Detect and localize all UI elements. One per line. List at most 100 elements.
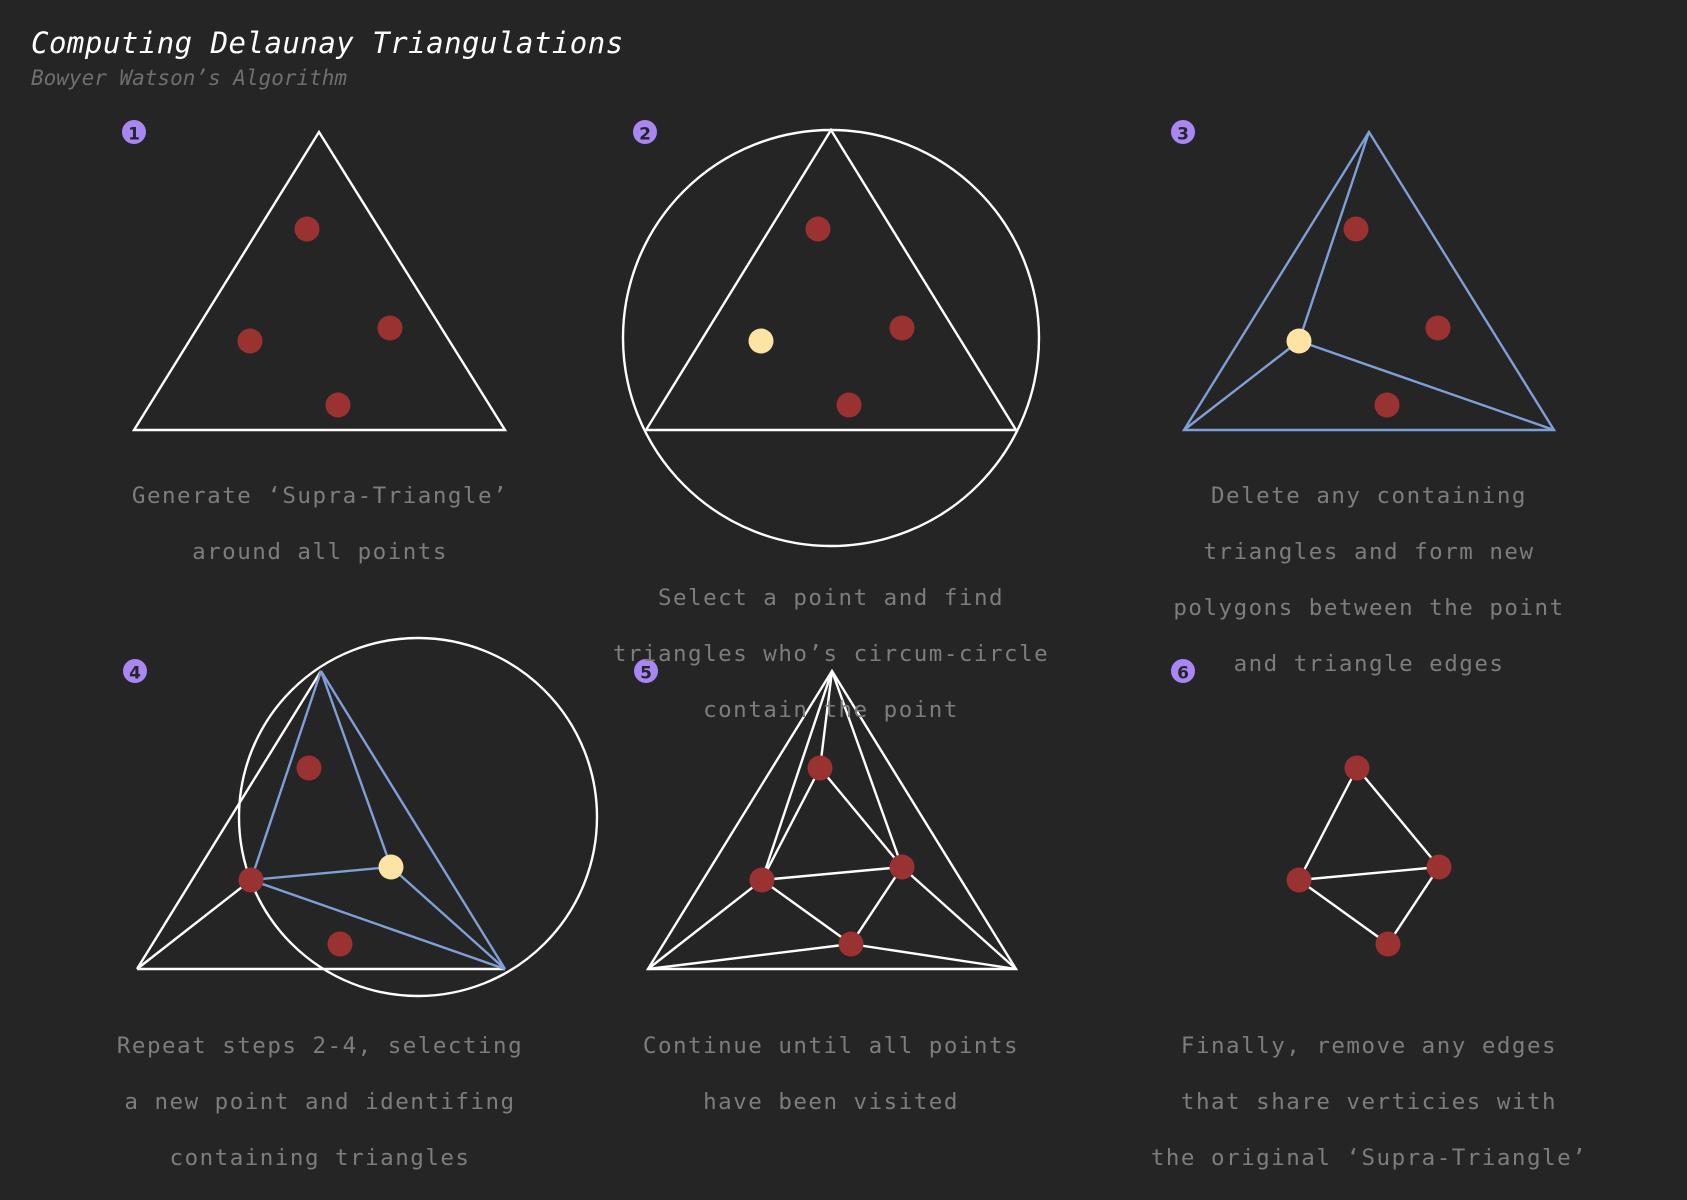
- polygon-edge: [319, 670, 507, 970]
- point: [238, 867, 264, 893]
- caption-line: contain the point: [703, 697, 959, 723]
- point: [237, 328, 263, 354]
- polygon-edge: [250, 878, 506, 971]
- caption-line: have been visited: [703, 1089, 959, 1115]
- polygon-outline: [1181, 129, 1557, 432]
- step-2-badge: [633, 120, 657, 144]
- triangle-edge: [901, 866, 1017, 970]
- selected-point: [378, 854, 404, 880]
- step-1-caption: Generate ‘Supra-Triangle’ around all poi…: [70, 454, 570, 594]
- triangle-edge: [819, 767, 903, 868]
- step-6-panel: 6: [1171, 659, 1452, 957]
- polygon-edge: [390, 866, 506, 970]
- triangle-edge: [850, 942, 1017, 971]
- polygon-edge: [1297, 131, 1371, 342]
- polygon-edge: [250, 865, 392, 882]
- final-edge: [1386, 866, 1441, 945]
- step-3-number: 3: [1177, 125, 1189, 145]
- step-6-number: 6: [1177, 664, 1189, 684]
- polygon-edge: [1183, 340, 1300, 431]
- step-1-badge: [122, 120, 146, 144]
- selected-point: [1286, 328, 1312, 354]
- caption-line: the original ‘Supra-Triangle’: [1150, 1145, 1588, 1171]
- polygon-edge: [1298, 339, 1555, 432]
- point: [889, 854, 915, 880]
- point: [1286, 867, 1312, 893]
- triangle-edge: [760, 670, 834, 881]
- step-5-panel: 5: [634, 659, 1019, 971]
- selected-point: [748, 328, 774, 354]
- triangle-edge: [136, 879, 252, 970]
- step-5-caption: Continue until all points have been visi…: [581, 1004, 1081, 1144]
- point: [294, 216, 320, 242]
- step-3-badge: [1171, 120, 1195, 144]
- supra-triangle: [131, 129, 508, 432]
- caption-line: Finally, remove any edges: [1180, 1033, 1558, 1059]
- triangle-edge: [830, 670, 904, 868]
- point: [1344, 755, 1370, 781]
- caption-line: Continue until all points: [642, 1033, 1020, 1059]
- triangle-edge: [761, 865, 903, 882]
- triangle-edge: [135, 670, 323, 970]
- circum-circle: [621, 128, 1041, 548]
- step-5-badge: [634, 659, 658, 683]
- triangle-edge: [647, 942, 852, 971]
- step-4-badge: [123, 659, 147, 683]
- caption-line: Delete any containing: [1211, 483, 1527, 509]
- point: [836, 392, 862, 418]
- triangle-edge: [849, 866, 904, 945]
- point: [1425, 315, 1451, 341]
- point: [1375, 931, 1401, 957]
- point: [805, 216, 831, 242]
- step-3-caption: Delete any containing triangles and form…: [1119, 454, 1619, 706]
- step-6-badge: [1171, 659, 1195, 683]
- supra-triangle: [645, 668, 1019, 971]
- point: [296, 755, 322, 781]
- point: [325, 392, 351, 418]
- caption-line: triangles who’s circum-circle: [612, 641, 1050, 667]
- step-1-panel: 1: [122, 120, 508, 432]
- caption-line: around all points: [192, 539, 448, 565]
- caption-line: Generate ‘Supra-Triangle’: [131, 483, 509, 509]
- point: [838, 931, 864, 957]
- step-4-caption: Repeat steps 2-4, selecting a new point …: [70, 1004, 570, 1200]
- diagram-canvas: 1 2 3 4: [122, 120, 1557, 998]
- triangle-edge: [818, 670, 834, 769]
- final-edge: [1298, 865, 1440, 882]
- final-edge: [1297, 767, 1359, 881]
- triangle-edge: [760, 767, 822, 881]
- caption-line: Repeat steps 2-4, selecting: [116, 1033, 524, 1059]
- point: [749, 867, 775, 893]
- triangle-edge: [647, 879, 763, 970]
- step-2-panel: 2: [621, 120, 1041, 548]
- final-edge: [1298, 879, 1389, 945]
- supra-triangle: [643, 127, 1019, 432]
- step-4-number: 4: [129, 664, 141, 684]
- polygon-edge: [249, 670, 323, 881]
- step-4-panel: 4: [123, 636, 599, 998]
- caption-line: and triangle edges: [1233, 651, 1505, 677]
- final-edge: [1356, 767, 1440, 868]
- caption-line: a new point and identifing: [124, 1089, 516, 1115]
- caption-line: polygons between the point: [1173, 595, 1565, 621]
- step-1-number: 1: [128, 125, 140, 145]
- page-subtitle: Bowyer Watson’s Algorithm: [31, 66, 348, 90]
- triangle-edge: [761, 879, 852, 945]
- header: Computing Delaunay Triangulations Bowyer…: [31, 26, 624, 90]
- step-3-panel: 3: [1171, 120, 1557, 432]
- page-title: Computing Delaunay Triangulations: [31, 26, 624, 60]
- point: [1426, 854, 1452, 880]
- step-5-number: 5: [640, 664, 652, 684]
- step-6-caption: Finally, remove any edges that share ver…: [1119, 1004, 1619, 1200]
- caption-line: Select a point and find: [657, 585, 1005, 611]
- circum-circle: [237, 636, 599, 998]
- point: [1343, 216, 1369, 242]
- point: [889, 315, 915, 341]
- caption-line: containing triangles: [169, 1145, 471, 1171]
- polygon-edge: [319, 670, 393, 868]
- step-2-number: 2: [639, 125, 651, 145]
- point: [377, 315, 403, 341]
- step-2-caption: Select a point and find triangles who’s …: [581, 556, 1081, 752]
- caption-line: that share verticies with: [1180, 1089, 1558, 1115]
- point: [1374, 392, 1400, 418]
